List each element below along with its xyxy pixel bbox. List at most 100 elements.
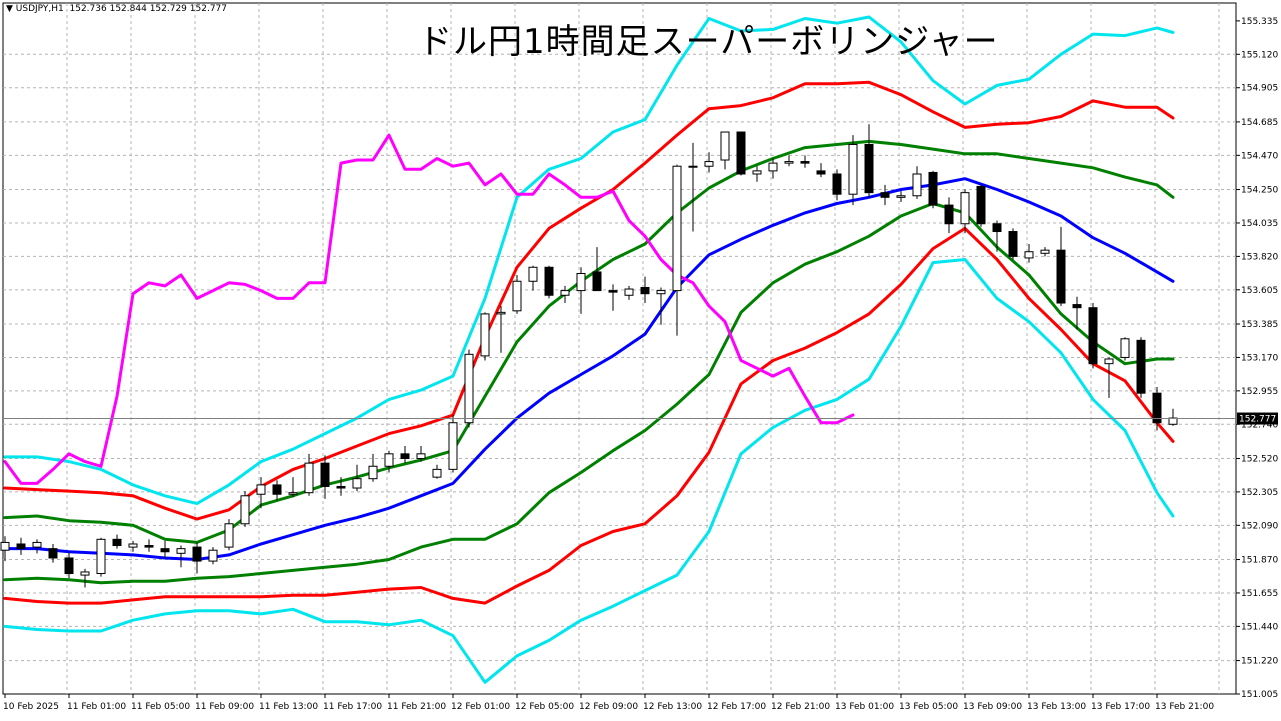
x-tick-label: 13 Feb 21:00 bbox=[1155, 702, 1214, 712]
x-tick-label: 11 Feb 09:00 bbox=[195, 702, 254, 712]
y-tick-label: 151.440 bbox=[1241, 622, 1278, 632]
candle-body bbox=[256, 484, 266, 495]
candle-body bbox=[352, 478, 362, 489]
candle-body bbox=[176, 548, 186, 554]
candle-body bbox=[976, 185, 986, 225]
x-tick-label: 10 Feb 2025 bbox=[3, 702, 59, 712]
y-tick-label: 155.120 bbox=[1241, 50, 1278, 60]
band-line bbox=[3, 80, 1175, 521]
candle-body bbox=[1040, 249, 1050, 254]
candle-body bbox=[48, 548, 58, 559]
y-tick-label: 154.035 bbox=[1241, 219, 1278, 229]
y-tick-label: 154.905 bbox=[1241, 84, 1278, 94]
x-tick-label: 13 Feb 17:00 bbox=[1091, 702, 1150, 712]
candle-body bbox=[144, 545, 154, 548]
candle-body bbox=[128, 543, 138, 548]
x-tick-label: 12 Feb 17:00 bbox=[707, 702, 766, 712]
candle-body bbox=[0, 541, 10, 551]
candle-body bbox=[336, 485, 346, 489]
candle-body bbox=[656, 290, 666, 295]
candle-body bbox=[736, 131, 746, 175]
symbol-dropdown-icon[interactable]: ▼ bbox=[6, 4, 16, 14]
y-tick-label: 152.955 bbox=[1241, 387, 1278, 397]
y-tick-label: 153.170 bbox=[1241, 353, 1278, 363]
candle-body bbox=[672, 165, 682, 292]
x-tick-label: 11 Feb 21:00 bbox=[387, 702, 446, 712]
price-label: 152.777 bbox=[1239, 415, 1276, 425]
candle-body bbox=[1136, 339, 1146, 394]
x-tick-label: 11 Feb 01:00 bbox=[67, 702, 126, 712]
candle-body bbox=[32, 541, 42, 548]
candle-body bbox=[480, 313, 490, 357]
candle-body bbox=[368, 465, 378, 480]
candle-body bbox=[848, 143, 858, 195]
x-tick-label: 13 Feb 01:00 bbox=[835, 702, 894, 712]
y-tick-label: 154.470 bbox=[1241, 151, 1278, 161]
candle-body bbox=[192, 546, 202, 562]
candle-body bbox=[768, 162, 778, 172]
chart-title: ドル円1時間足スーパーボリンジャー bbox=[418, 22, 999, 62]
candle-body bbox=[96, 538, 106, 575]
candle-body bbox=[288, 492, 298, 495]
y-tick-label: 151.870 bbox=[1241, 556, 1278, 566]
candle-body bbox=[688, 165, 698, 168]
y-tick-label: 153.820 bbox=[1241, 252, 1278, 262]
x-tick-label: 11 Feb 05:00 bbox=[131, 702, 190, 712]
plot-frame bbox=[2, 2, 1237, 695]
candle-body bbox=[1024, 251, 1034, 259]
y-tick-label: 154.685 bbox=[1241, 118, 1278, 128]
candle-body bbox=[944, 204, 954, 225]
candle-body bbox=[384, 453, 394, 467]
ohlc-open: 152.736 bbox=[69, 4, 107, 14]
candle-body bbox=[560, 290, 570, 296]
candle-body bbox=[80, 571, 90, 576]
band-line bbox=[3, 226, 1175, 605]
candle-body bbox=[544, 266, 554, 296]
candle-body bbox=[400, 453, 410, 459]
x-tick-label: 13 Feb 05:00 bbox=[899, 702, 958, 712]
band-line bbox=[3, 202, 1175, 585]
y-tick-label: 154.250 bbox=[1241, 186, 1278, 196]
candle-body bbox=[784, 161, 794, 164]
x-tick-label: 13 Feb 13:00 bbox=[1027, 702, 1086, 712]
candle-body bbox=[592, 271, 602, 292]
candle-body bbox=[496, 311, 506, 315]
y-tick-label: 153.605 bbox=[1241, 286, 1278, 296]
candle-body bbox=[432, 468, 442, 478]
candle-body bbox=[464, 353, 474, 424]
candle-body bbox=[704, 161, 714, 167]
candle-body bbox=[1088, 307, 1098, 365]
grid-layer bbox=[2, 2, 1237, 695]
candle-body bbox=[240, 495, 250, 525]
x-tick-label: 12 Feb 13:00 bbox=[643, 702, 702, 712]
candle-body bbox=[208, 549, 218, 562]
y-tick-label: 151.005 bbox=[1241, 690, 1278, 700]
y-tick-label: 153.385 bbox=[1241, 320, 1278, 330]
candle-body bbox=[816, 170, 826, 175]
x-tick-label: 11 Feb 17:00 bbox=[323, 702, 382, 712]
candle-body bbox=[624, 288, 634, 296]
candle-body bbox=[752, 170, 762, 175]
candle-body bbox=[720, 131, 730, 161]
y-tick-label: 155.335 bbox=[1241, 17, 1278, 27]
y-tick-label: 151.655 bbox=[1241, 589, 1278, 599]
band-line bbox=[3, 258, 1175, 684]
candle-body bbox=[272, 484, 282, 495]
candle-body bbox=[1120, 338, 1130, 358]
candle-body bbox=[512, 280, 522, 312]
candle-body bbox=[448, 422, 458, 470]
x-tick-label: 12 Feb 21:00 bbox=[771, 702, 830, 712]
candle-body bbox=[320, 462, 330, 487]
band-line bbox=[3, 15, 1175, 506]
candle-body bbox=[896, 195, 906, 198]
y-tick-label: 152.305 bbox=[1241, 488, 1278, 498]
x-tick-label: 12 Feb 09:00 bbox=[579, 702, 638, 712]
y-tick-label: 152.090 bbox=[1241, 521, 1278, 531]
x-tick-label: 13 Feb 09:00 bbox=[963, 702, 1022, 712]
candle-body bbox=[640, 286, 650, 295]
y-tick-label: 152.520 bbox=[1241, 454, 1278, 464]
candle-body bbox=[112, 538, 122, 547]
candle-body bbox=[224, 523, 234, 548]
candle-body bbox=[864, 143, 874, 194]
